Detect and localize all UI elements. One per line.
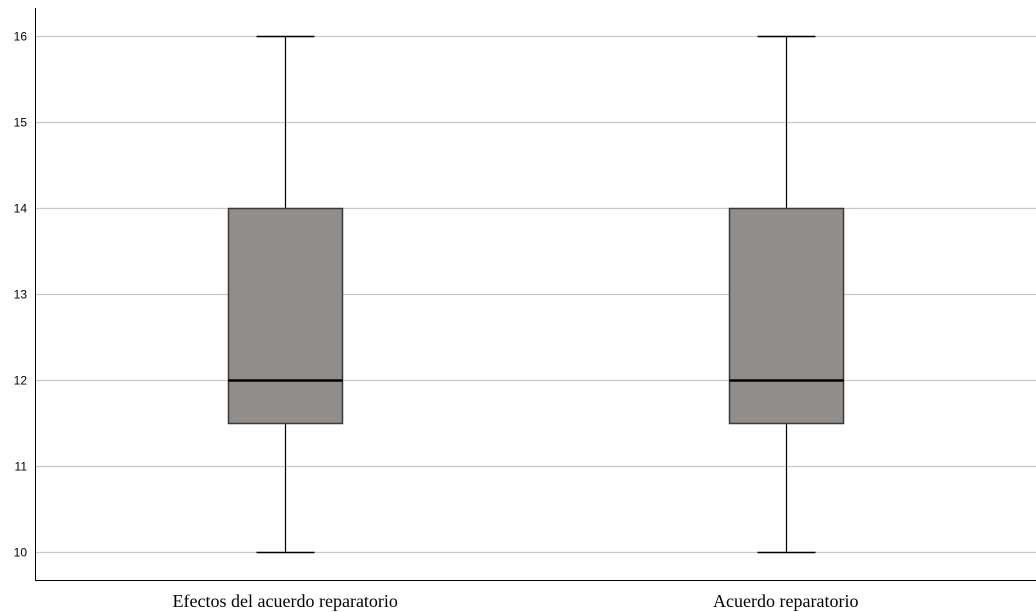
x-axis-category-labels: Efectos del acuerdo reparatorio Acuerdo r… [173, 591, 859, 611]
axes [35, 8, 1036, 581]
x-category-label: Acuerdo reparatorio [713, 591, 858, 611]
x-category-label: Efectos del acuerdo reparatorio [173, 591, 398, 611]
y-tick-label: 13 [14, 288, 28, 302]
gridlines [35, 35, 1036, 554]
y-tick-label: 12 [14, 374, 28, 388]
iqr-box [728, 207, 845, 425]
y-tick-label: 16 [14, 30, 28, 44]
y-tick-label: 11 [15, 460, 28, 474]
box-2 [728, 35, 845, 554]
y-tick-label: 15 [14, 116, 28, 130]
iqr-box [227, 207, 344, 425]
y-tick-label: 14 [14, 202, 28, 216]
y-tick-label: 10 [14, 546, 28, 560]
y-axis-tick-labels: 10 11 12 13 14 15 16 [14, 30, 28, 560]
box-1 [227, 35, 344, 554]
boxes [227, 35, 845, 554]
